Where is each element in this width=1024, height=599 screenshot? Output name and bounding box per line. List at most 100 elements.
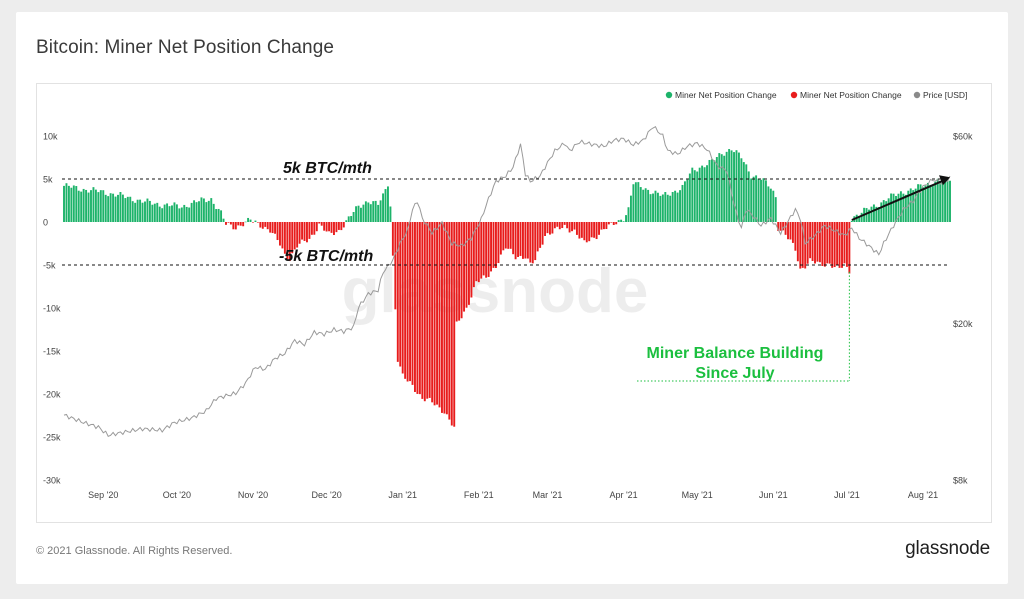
bar — [372, 201, 375, 222]
bar — [166, 203, 169, 222]
y-left-tick-label: 0 — [43, 218, 48, 228]
bar — [698, 167, 701, 222]
bar — [872, 204, 875, 222]
bar — [455, 222, 458, 322]
bar — [310, 222, 313, 235]
callout-line-2: Since July — [695, 365, 774, 382]
bar — [485, 222, 488, 278]
bar — [737, 152, 740, 222]
bar — [200, 197, 203, 222]
bar — [239, 222, 242, 226]
bar — [575, 222, 578, 235]
bar — [578, 222, 581, 239]
bar — [97, 192, 100, 222]
bar — [202, 198, 205, 222]
bar — [198, 201, 200, 222]
bar — [475, 222, 478, 282]
bar — [733, 152, 735, 222]
bar — [139, 199, 142, 222]
bar — [340, 222, 343, 231]
bar — [836, 222, 839, 265]
bar — [151, 204, 154, 222]
bar — [360, 207, 362, 222]
bar — [362, 204, 365, 222]
bar — [683, 181, 686, 222]
bar — [639, 187, 642, 222]
bar — [868, 209, 870, 222]
bar — [642, 189, 645, 222]
bar — [661, 194, 664, 222]
bar — [274, 222, 277, 234]
bar — [909, 188, 912, 222]
bar — [94, 189, 97, 222]
bar — [914, 188, 917, 222]
x-tick-label: Apr '21 — [609, 490, 637, 500]
bar — [934, 181, 937, 222]
bar — [220, 210, 223, 222]
y-right-tick-label: $60k — [953, 132, 973, 142]
bar — [821, 222, 824, 266]
bar — [610, 222, 613, 223]
bar — [895, 195, 897, 222]
lower-line-label: -5k BTC/mth — [279, 248, 373, 265]
bar — [936, 178, 939, 222]
bar — [757, 178, 760, 222]
bar — [703, 167, 706, 222]
bar — [740, 158, 743, 222]
bar — [286, 222, 289, 260]
bar — [885, 201, 888, 222]
x-tick-label: Dec '20 — [311, 490, 341, 500]
bar — [195, 202, 198, 222]
bar — [607, 222, 610, 225]
bar — [899, 191, 902, 222]
bar — [551, 222, 554, 234]
bar — [416, 222, 419, 394]
bar — [814, 222, 816, 264]
bar — [517, 222, 519, 257]
bar — [190, 202, 193, 222]
bar — [389, 206, 392, 222]
bar — [865, 208, 868, 222]
bar — [136, 199, 139, 222]
bar — [141, 202, 144, 222]
bar — [755, 175, 758, 222]
x-tick-label: Jun '21 — [759, 490, 788, 500]
chart-title: Bitcoin: Miner Net Position Change — [36, 37, 335, 58]
bar — [649, 194, 652, 222]
bar — [531, 222, 534, 264]
bar — [919, 184, 922, 222]
bar — [156, 202, 159, 222]
bar — [99, 190, 102, 222]
bar — [355, 206, 358, 222]
bar — [644, 188, 647, 222]
bar — [185, 206, 188, 222]
bar — [841, 222, 843, 268]
bar — [426, 222, 429, 399]
bar — [728, 149, 731, 222]
bar — [804, 222, 807, 269]
bar — [573, 222, 576, 230]
bar — [772, 190, 775, 222]
bar — [450, 222, 453, 426]
bar — [470, 222, 473, 298]
watermark-text: glassnode — [342, 257, 649, 326]
price-layer — [63, 126, 951, 437]
bar — [666, 194, 669, 222]
bar — [777, 222, 780, 231]
bar — [620, 219, 623, 222]
bar — [418, 222, 421, 395]
bar — [593, 222, 596, 238]
bar — [625, 215, 627, 222]
bar — [816, 222, 819, 262]
bar — [374, 200, 377, 222]
reference-lines — [62, 178, 950, 266]
y-left-tick-label: -10k — [43, 304, 61, 314]
bar — [524, 222, 527, 259]
bar — [782, 222, 785, 231]
bar — [615, 222, 618, 225]
bar — [912, 190, 915, 222]
bar — [585, 222, 588, 243]
bar — [723, 155, 726, 222]
bar — [725, 151, 728, 222]
trend-arrow-line — [851, 179, 945, 221]
